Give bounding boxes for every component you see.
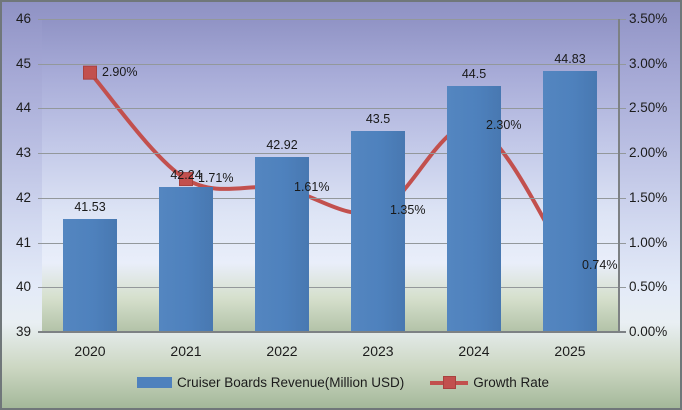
gridline bbox=[38, 108, 626, 110]
x-axis-label-2021: 2021 bbox=[170, 343, 202, 359]
right-axis-tick: 2.00% bbox=[629, 145, 668, 161]
gridline bbox=[38, 63, 626, 65]
bar-2022 bbox=[255, 156, 309, 332]
right-axis-tick: 2.50% bbox=[629, 100, 668, 116]
left-axis-tick: 42 bbox=[15, 189, 31, 205]
left-axis-tick: 44 bbox=[15, 100, 31, 116]
bar-value-label: 42.24 bbox=[170, 168, 202, 183]
right-axis-tick: 1.50% bbox=[629, 189, 668, 205]
growth-value-label: 2.90% bbox=[102, 64, 138, 79]
x-axis-label-2025: 2025 bbox=[554, 343, 586, 359]
growth-legend-label: Growth Rate bbox=[473, 375, 550, 390]
bar-2020 bbox=[63, 218, 117, 332]
bar-value-label: 41.53 bbox=[74, 199, 106, 214]
x-axis-label-2020: 2020 bbox=[74, 343, 106, 359]
left-axis-tick: 40 bbox=[15, 279, 31, 295]
gridline bbox=[38, 242, 626, 244]
gridline bbox=[38, 153, 626, 155]
gridline bbox=[38, 287, 626, 289]
right-axis-tick: 0.00% bbox=[629, 324, 668, 339]
legend-item-revenue: Cruiser Boards Revenue(Million USD) bbox=[136, 375, 405, 390]
x-axis-label-2023: 2023 bbox=[362, 343, 394, 359]
gridline bbox=[38, 197, 626, 199]
right-axis-tick: 3.00% bbox=[629, 55, 668, 71]
left-axis-tick: 39 bbox=[15, 324, 31, 339]
legend-item-growth: Growth Rate bbox=[430, 375, 549, 390]
bar-2024 bbox=[447, 86, 501, 332]
x-axis-label-2022: 2022 bbox=[266, 343, 298, 359]
revenue-legend-swatch-icon bbox=[136, 377, 172, 388]
bar-value-label: 43.5 bbox=[365, 111, 391, 126]
growth-marker-2020 bbox=[83, 65, 97, 80]
left-axis-tick: 45 bbox=[15, 55, 31, 71]
gridline bbox=[38, 19, 626, 20]
legend: Cruiser Boards Revenue(Million USD) Grow… bbox=[2, 375, 680, 390]
bar-value-label: 44.83 bbox=[554, 52, 586, 67]
left-axis-tick: 46 bbox=[15, 11, 31, 26]
bar-value-label: 44.5 bbox=[461, 67, 487, 82]
x-axis-line bbox=[38, 331, 626, 333]
bar-value-label: 42.92 bbox=[266, 137, 298, 152]
right-axis-tick: 0.50% bbox=[629, 279, 668, 295]
bar-2023 bbox=[351, 130, 405, 332]
left-axis-tick: 43 bbox=[15, 145, 31, 161]
right-axis-tick: 3.50% bbox=[629, 11, 668, 26]
revenue-legend-label: Cruiser Boards Revenue(Million USD) bbox=[176, 375, 405, 390]
growth-value-label: 1.71% bbox=[198, 171, 234, 186]
plot-area bbox=[42, 19, 618, 332]
growth-value-label: 1.61% bbox=[294, 180, 330, 195]
growth-value-label: 1.35% bbox=[390, 203, 426, 218]
growth-marker-2021 bbox=[179, 172, 193, 187]
growth-value-label: 2.30% bbox=[486, 118, 522, 133]
x-axis-label-2024: 2024 bbox=[458, 343, 490, 359]
growth-legend-swatch-icon bbox=[430, 376, 469, 389]
bar-2021 bbox=[159, 187, 213, 332]
growth-value-label: 0.74% bbox=[582, 257, 618, 272]
bar-2025 bbox=[543, 71, 597, 332]
right-y-axis-line bbox=[618, 19, 620, 333]
right-axis-tick: 1.00% bbox=[629, 234, 668, 250]
left-axis-tick: 41 bbox=[15, 234, 31, 250]
